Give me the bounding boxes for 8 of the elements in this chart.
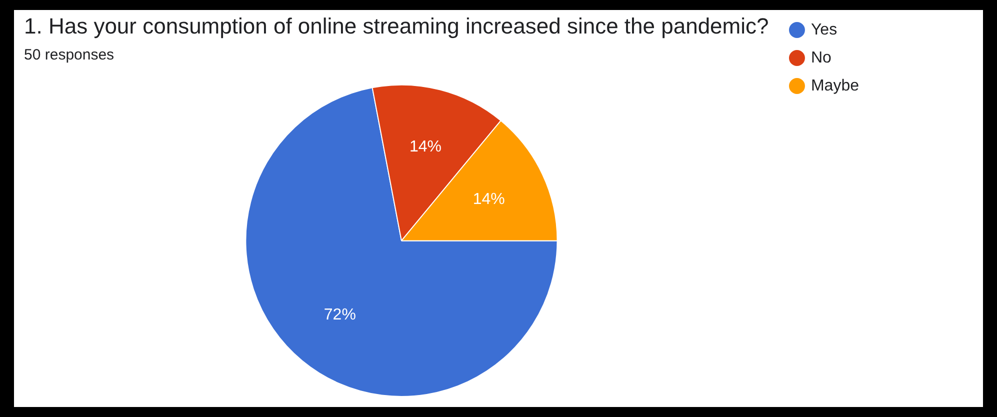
legend-label: No [810,49,832,66]
chart-title: 1. Has your consumption of online streaming increased since the pandemic? [24,13,769,38]
legend-label: Yes [810,21,838,38]
text: 50 responses [24,46,114,64]
data-label: 14% [409,138,442,156]
legend-label: Maybe [810,77,860,94]
data-label: 72% [324,306,356,324]
data-label: 14% [472,190,505,208]
